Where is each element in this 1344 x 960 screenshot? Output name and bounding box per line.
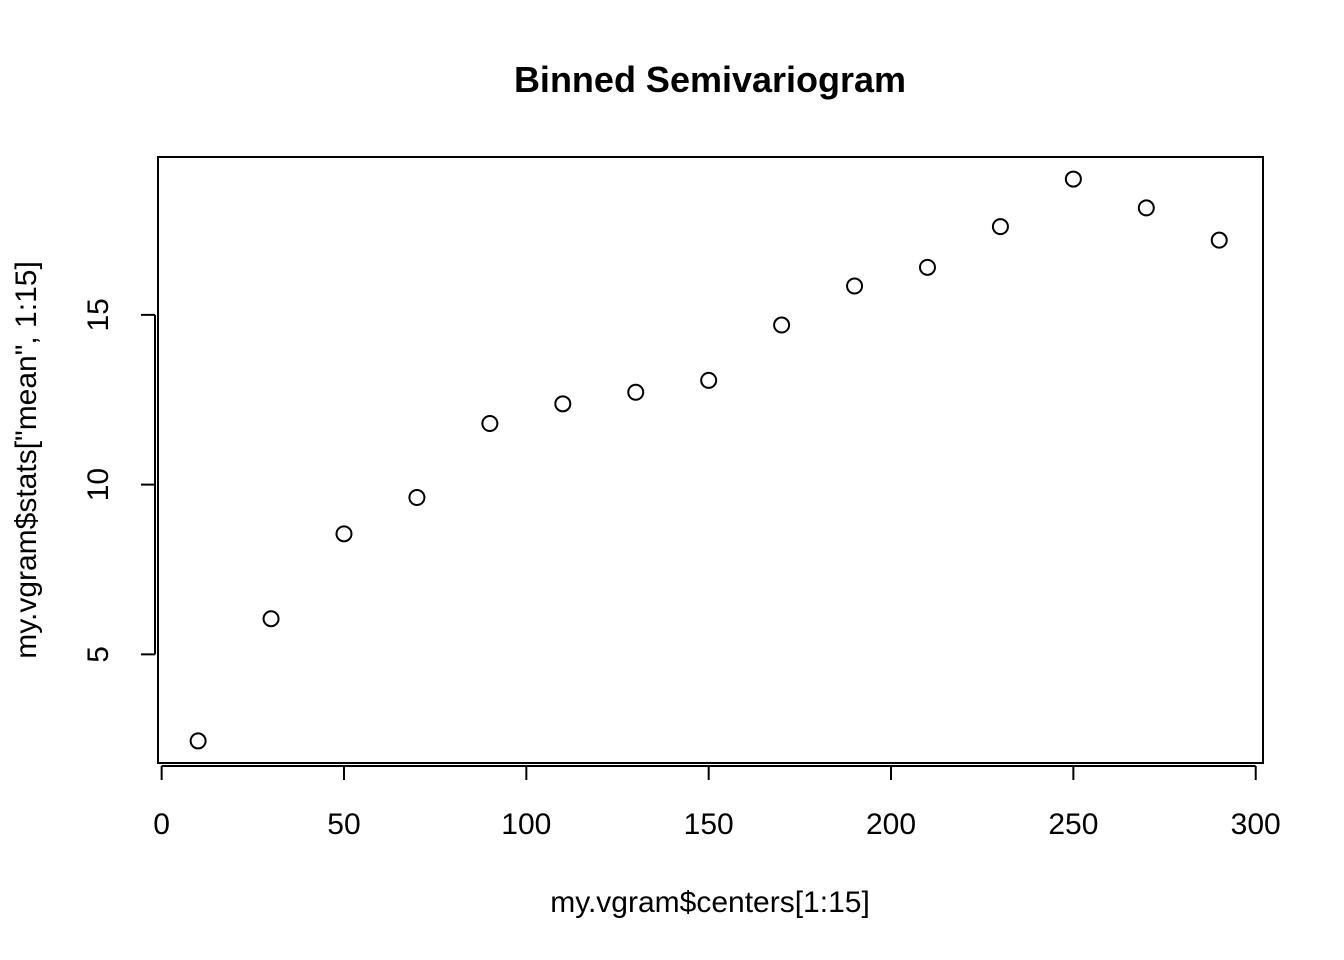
x-tick-label: 0 (153, 808, 170, 841)
y-tick-label: 15 (82, 298, 115, 331)
data-point (700, 371, 718, 389)
data-point (554, 395, 572, 413)
data-point (408, 489, 426, 507)
data-point (627, 383, 645, 401)
x-tick-label: 300 (1231, 808, 1281, 841)
data-point (773, 316, 791, 334)
x-tick-label: 50 (327, 808, 360, 841)
x-tick-label: 150 (684, 808, 734, 841)
y-axis-label: my.vgram$stats["mean", 1:15] (10, 261, 43, 659)
data-points (189, 170, 1228, 750)
x-axis-label: my.vgram$centers[1:15] (550, 886, 870, 919)
y-axis: 5 10 15 (82, 298, 156, 663)
plot-frame (157, 156, 1264, 764)
x-tick-label: 200 (866, 808, 916, 841)
data-point (846, 277, 864, 295)
data-point (262, 610, 280, 628)
data-point (1137, 199, 1155, 217)
data-point (335, 525, 353, 543)
y-tick-label: 5 (82, 646, 115, 663)
data-point (481, 415, 499, 433)
data-point (189, 732, 207, 750)
chart-title: Binned Semivariogram (514, 59, 906, 100)
x-tick-label: 250 (1048, 808, 1098, 841)
data-point (991, 218, 1009, 236)
y-tick-label: 10 (82, 468, 115, 501)
x-axis: 0 50 100 150 200 250 300 (153, 765, 1281, 841)
data-point (1210, 231, 1228, 249)
data-point (918, 258, 936, 276)
x-tick-label: 100 (501, 808, 551, 841)
data-point (1064, 170, 1082, 188)
